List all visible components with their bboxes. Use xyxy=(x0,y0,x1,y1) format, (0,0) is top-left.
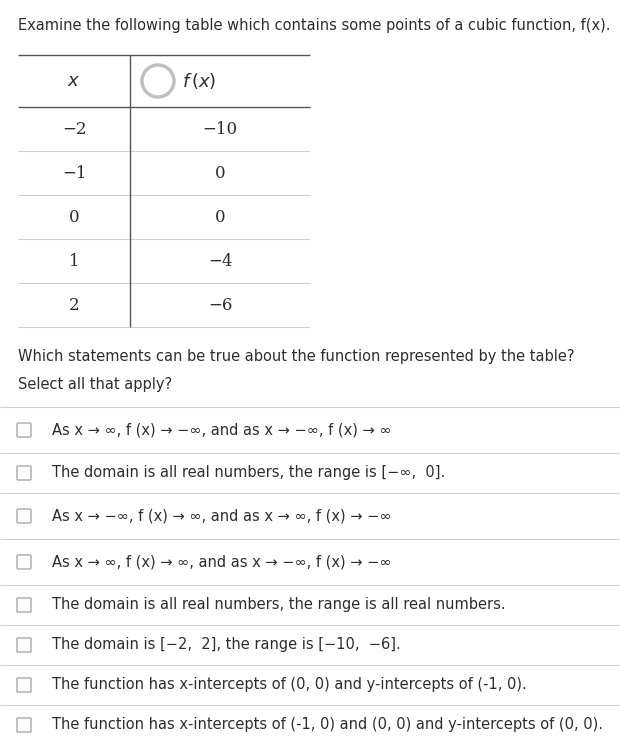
Text: $x$: $x$ xyxy=(68,72,81,90)
Text: 0: 0 xyxy=(215,164,225,181)
Text: The domain is [−2,  2], the range is [−10,  −6].: The domain is [−2, 2], the range is [−10… xyxy=(52,637,401,653)
Text: As x → −∞, f (x) → ∞, and as x → ∞, f (x) → −∞: As x → −∞, f (x) → ∞, and as x → ∞, f (x… xyxy=(52,508,391,523)
Text: −10: −10 xyxy=(203,121,237,138)
Text: $f\,(x)$: $f\,(x)$ xyxy=(182,71,216,91)
Text: −4: −4 xyxy=(208,252,232,269)
Text: 1: 1 xyxy=(69,252,79,269)
Text: 2: 2 xyxy=(69,297,79,314)
Text: As x → ∞, f (x) → ∞, and as x → −∞, f (x) → −∞: As x → ∞, f (x) → ∞, and as x → −∞, f (x… xyxy=(52,554,391,570)
Text: Examine the following table which contains some points of a cubic function, f(x): Examine the following table which contai… xyxy=(18,18,611,33)
Text: 0: 0 xyxy=(215,209,225,226)
Text: The function has x-intercepts of (-1, 0) and (0, 0) and y-intercepts of (0, 0).: The function has x-intercepts of (-1, 0)… xyxy=(52,718,603,733)
Text: −6: −6 xyxy=(208,297,232,314)
Text: The domain is all real numbers, the range is all real numbers.: The domain is all real numbers, the rang… xyxy=(52,597,506,613)
Text: −1: −1 xyxy=(62,164,86,181)
Text: The function has x-intercepts of (0, 0) and y-intercepts of (-1, 0).: The function has x-intercepts of (0, 0) … xyxy=(52,678,527,693)
Text: Select all that apply?: Select all that apply? xyxy=(18,377,172,392)
Text: 0: 0 xyxy=(69,209,79,226)
Text: The domain is all real numbers, the range is [−∞,  0].: The domain is all real numbers, the rang… xyxy=(52,465,445,480)
Text: As x → ∞, f (x) → −∞, and as x → −∞, f (x) → ∞: As x → ∞, f (x) → −∞, and as x → −∞, f (… xyxy=(52,423,391,437)
Text: Which statements can be true about the function represented by the table?: Which statements can be true about the f… xyxy=(18,349,575,364)
Text: −2: −2 xyxy=(62,121,86,138)
